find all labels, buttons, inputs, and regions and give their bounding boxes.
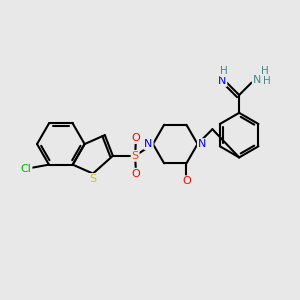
Text: O: O [131, 133, 140, 143]
Text: S: S [132, 151, 139, 161]
Text: H: H [261, 66, 269, 76]
Text: S: S [89, 174, 97, 184]
Text: N: N [253, 75, 261, 85]
Text: N: N [144, 139, 153, 149]
Text: Cl: Cl [21, 164, 32, 174]
Text: O: O [182, 176, 191, 186]
Text: N: N [198, 139, 206, 149]
Text: H: H [220, 66, 228, 76]
Text: H: H [263, 76, 271, 86]
Text: N: N [218, 76, 226, 86]
Text: O: O [131, 169, 140, 179]
